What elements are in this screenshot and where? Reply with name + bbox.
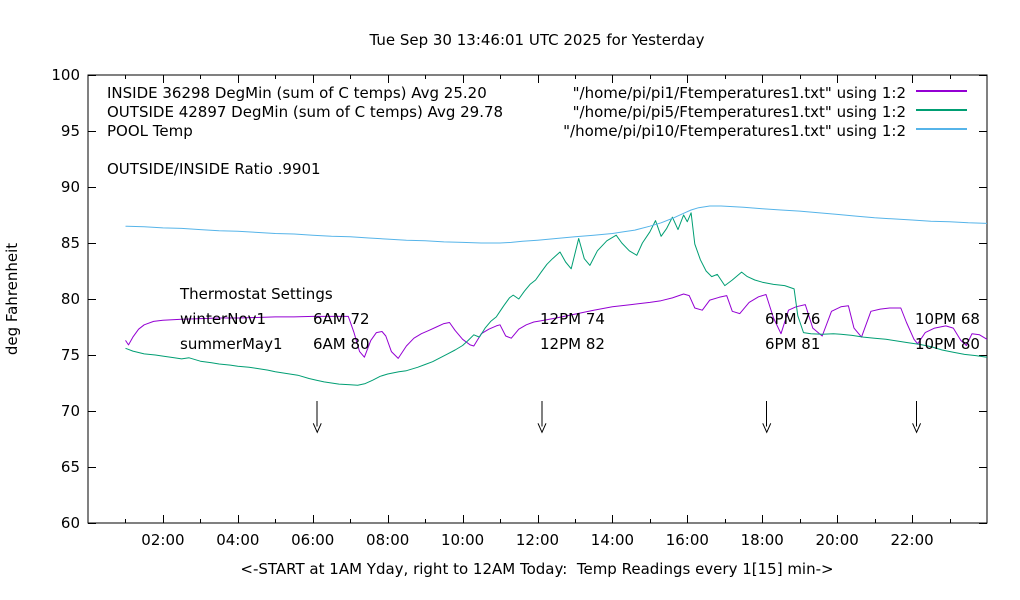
- chart-layers: 02:00 04:00 06:00 08:00 10:00 12:00 14:00 16:00…: [51, 66, 988, 549]
- series-line-inside: [125, 293, 988, 359]
- legend-line-sample-inside-icon: [916, 90, 967, 92]
- y-tick-label: 85: [61, 234, 80, 252]
- y-tick-label: 70: [61, 402, 80, 420]
- thermostat-summer-12pm: 12PM 82: [540, 335, 605, 353]
- x-tick-label: 22:00: [890, 531, 933, 549]
- x-tick-label: 08:00: [366, 531, 409, 549]
- thermostat-time-arrow-head: [762, 423, 772, 434]
- thermostat-row-winter-label: winterNov1: [180, 310, 267, 328]
- y-tick-label: 65: [61, 458, 80, 476]
- chart-title: Tue Sep 30 13:46:01 UTC 2025 for Yesterd…: [369, 31, 705, 49]
- x-tick-label: 04:00: [216, 531, 259, 549]
- series-line-pool: [125, 205, 988, 244]
- x-tick-label: 02:00: [141, 531, 184, 549]
- x-tick-label: 18:00: [741, 531, 784, 549]
- legend-line-sample-outside-icon: [916, 109, 967, 111]
- legend-file-outside: "/home/pi/pi5/Ftemperatures1.txt" using …: [572, 103, 906, 121]
- thermostat-winter-10pm: 10PM 68: [915, 310, 980, 328]
- legend-label-pool: POOL Temp: [107, 122, 193, 140]
- y-tick-label: 95: [61, 122, 80, 140]
- thermostat-summer-6pm: 6PM 81: [765, 335, 821, 353]
- x-tick-label: 12:00: [516, 531, 559, 549]
- thermostat-summer-6am: 6AM 80: [313, 335, 370, 353]
- series-line-outside: [125, 212, 988, 386]
- legend-line-sample-pool-icon: [916, 128, 967, 130]
- thermostat-winter-6am: 6AM 72: [313, 310, 370, 328]
- ratio-text: OUTSIDE/INSIDE Ratio .9901: [107, 160, 321, 178]
- thermostat-winter-6pm: 6PM 76: [765, 310, 821, 328]
- x-tick-label: 20:00: [816, 531, 859, 549]
- x-tick-label: 06:00: [291, 531, 334, 549]
- y-axis-label: deg Fahrenheit: [3, 243, 21, 355]
- thermostat-row-summer-label: summerMay1: [180, 335, 283, 353]
- legend-file-inside: "/home/pi/pi1/Ftemperatures1.txt" using …: [572, 84, 906, 102]
- thermostat-time-arrow-head: [912, 423, 922, 434]
- x-tick-label: 10:00: [441, 531, 484, 549]
- thermostat-time-arrow-head: [537, 423, 547, 434]
- legend-file-pool: "/home/pi/pi10/Ftemperatures1.txt" using…: [563, 122, 906, 140]
- y-tick-label: 90: [61, 178, 80, 196]
- y-tick-label: 60: [61, 514, 80, 532]
- x-axis-label: <-START at 1AM Yday, right to 12AM Today…: [240, 560, 834, 578]
- thermostat-heading: Thermostat Settings: [180, 285, 333, 303]
- thermostat-time-arrow-head: [312, 423, 322, 434]
- thermostat-summer-10pm: 10PM 80: [915, 335, 980, 353]
- x-tick-label: 16:00: [666, 531, 709, 549]
- y-tick-label: 75: [61, 346, 80, 364]
- y-tick-label: 100: [51, 66, 80, 84]
- x-tick-label: 14:00: [591, 531, 634, 549]
- legend-label-outside: OUTSIDE 42897 DegMin (sum of C temps) Av…: [107, 103, 504, 121]
- thermostat-winter-12pm: 12PM 74: [540, 310, 605, 328]
- y-tick-label: 80: [61, 290, 80, 308]
- legend-label-inside: INSIDE 36298 DegMin (sum of C temps) Avg…: [107, 84, 487, 102]
